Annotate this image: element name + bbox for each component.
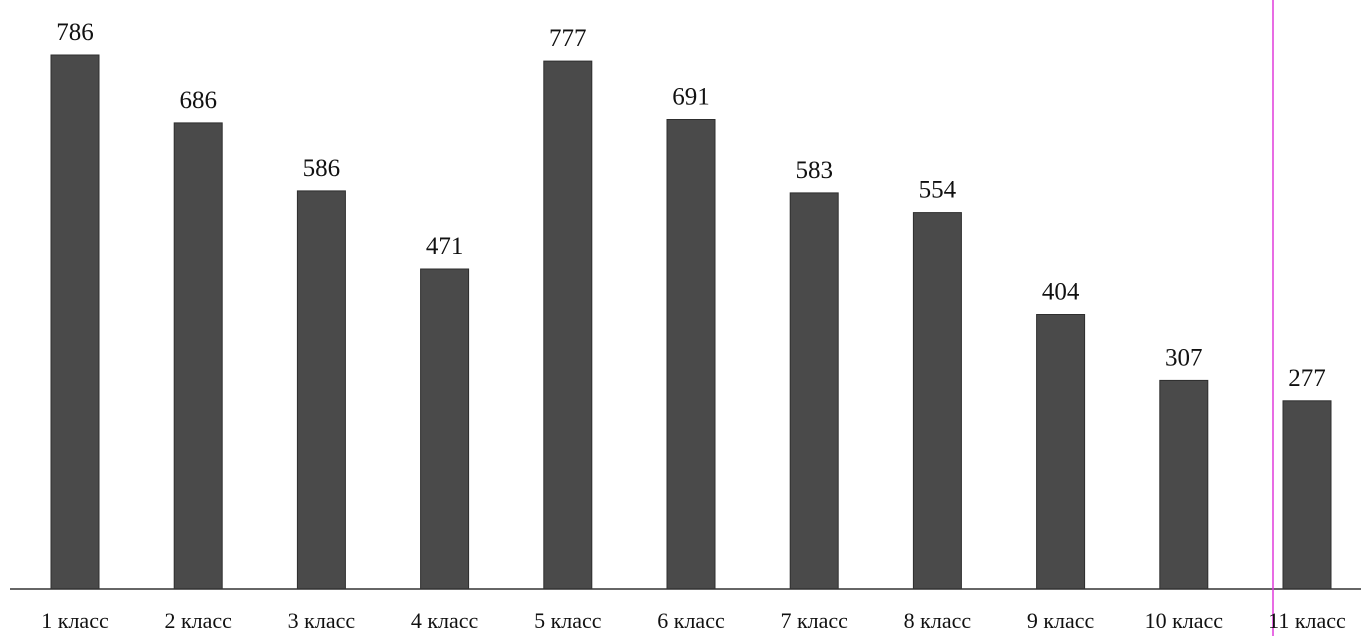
bar-3 bbox=[296, 190, 346, 590]
data-label-9: 404 bbox=[1042, 279, 1080, 306]
category-label-2: 2 класс bbox=[164, 608, 232, 633]
category-label-1: 1 класс bbox=[41, 608, 109, 633]
data-label-2: 686 bbox=[179, 87, 217, 114]
category-labels-group: 1 класс 2 класс 3 класс 4 класс 5 класс 6 кла… bbox=[41, 608, 1346, 633]
category-label-5: 5 класс bbox=[534, 608, 602, 633]
bar-9 bbox=[1036, 314, 1086, 590]
bar-1 bbox=[50, 54, 100, 590]
data-labels-group: 786 686 586 471 777 691 583 554 404 307 277 bbox=[56, 19, 1326, 392]
category-label-7: 7 класс bbox=[780, 608, 848, 633]
category-label-10: 10 класс bbox=[1145, 608, 1224, 633]
data-label-4: 471 bbox=[426, 233, 464, 260]
bar-7 bbox=[789, 192, 839, 590]
bar-11 bbox=[1282, 400, 1332, 590]
data-label-11: 277 bbox=[1288, 365, 1326, 392]
data-label-5: 777 bbox=[549, 25, 587, 52]
data-label-6: 691 bbox=[672, 84, 710, 111]
bar-6 bbox=[666, 119, 716, 590]
category-label-4: 4 класс bbox=[411, 608, 479, 633]
bar-5 bbox=[543, 60, 593, 590]
category-label-8: 8 класс bbox=[904, 608, 972, 633]
data-label-3: 586 bbox=[303, 155, 341, 182]
bar-4 bbox=[420, 268, 470, 590]
bar-10 bbox=[1159, 379, 1209, 590]
category-label-11: 11 класс bbox=[1268, 608, 1346, 633]
category-label-3: 3 класс bbox=[288, 608, 356, 633]
data-label-8: 554 bbox=[919, 177, 957, 204]
bars-group bbox=[50, 54, 1332, 590]
category-label-6: 6 класс bbox=[657, 608, 725, 633]
data-label-10: 307 bbox=[1165, 344, 1203, 371]
data-label-7: 583 bbox=[795, 157, 833, 184]
category-label-9: 9 класс bbox=[1027, 608, 1095, 633]
data-label-1: 786 bbox=[56, 19, 94, 46]
bar-8 bbox=[912, 212, 962, 590]
bar-2 bbox=[173, 122, 223, 590]
